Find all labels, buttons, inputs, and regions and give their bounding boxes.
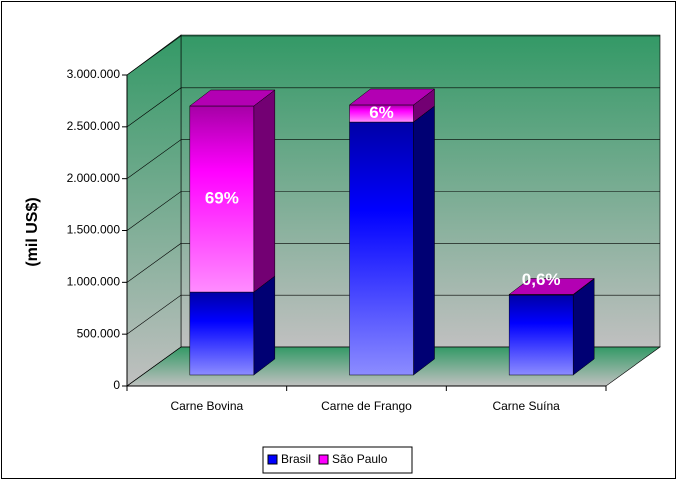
bar-side (253, 89, 276, 293)
grid-line (126, 139, 660, 179)
bar (189, 105, 255, 293)
y-tick-label: 1.000.000 (67, 275, 121, 289)
bar-side (253, 275, 276, 376)
x-tick-label: Carne Suína (492, 399, 560, 413)
legend-box (262, 446, 413, 474)
bar-side (572, 278, 595, 376)
side-wall (126, 34, 182, 387)
grid-line (126, 191, 660, 231)
y-tick-label: 0 (113, 378, 120, 392)
bar (508, 294, 574, 376)
legend-label: Brasil (281, 452, 311, 466)
bar-top (348, 88, 436, 106)
y-tick-label: 1.500.000 (67, 223, 121, 237)
grid-line (126, 87, 660, 128)
y-axis-title: (mil US$) (24, 197, 41, 266)
grid-line (126, 346, 660, 387)
bar-top (508, 278, 595, 295)
data-label: 69% (205, 189, 239, 208)
bar-top (189, 89, 276, 107)
bar (189, 291, 255, 376)
legend-swatch (318, 454, 329, 465)
data-label: 6% (369, 103, 394, 122)
grid-line (126, 243, 660, 283)
legend-swatch (267, 454, 278, 465)
y-tick-label: 2.000.000 (67, 171, 121, 185)
bar-side (413, 105, 435, 376)
y-tick-label: 2.500.000 (67, 119, 121, 133)
y-tick-label: 500.000 (77, 326, 121, 340)
grid-line (126, 35, 660, 76)
x-tick-label: Carne de Frango (321, 399, 412, 413)
bar (349, 121, 414, 376)
plot: 0 500.000 1.000.000 1.500.000 2.000.000 2.500… (67, 35, 660, 413)
y-tick-label: 3.000.000 (67, 67, 121, 81)
legend-label: São Paulo (332, 452, 388, 466)
grid-line (126, 294, 660, 335)
data-label: 0,6% (522, 270, 561, 289)
x-tick-label: Carne Bovina (170, 399, 243, 413)
